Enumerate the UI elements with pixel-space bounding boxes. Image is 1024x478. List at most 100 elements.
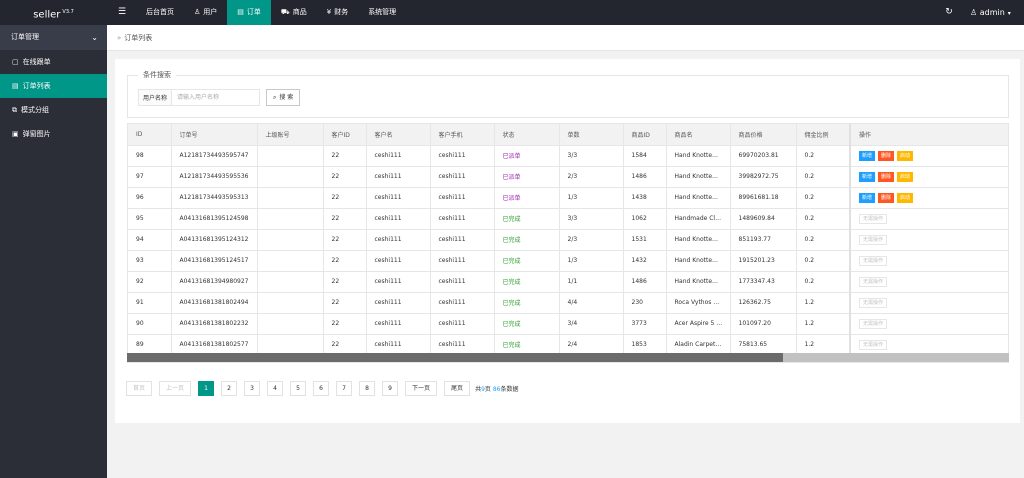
- table-cell: Handmade Cl…: [666, 208, 731, 230]
- nav-label: 用户: [203, 8, 218, 16]
- page-2-button[interactable]: 2: [221, 381, 238, 396]
- prev-page-button[interactable]: 上一页: [159, 381, 192, 396]
- nav-item-5[interactable]: 系统管理: [358, 0, 406, 25]
- add-button[interactable]: 新增: [859, 192, 876, 203]
- table-cell: 2/3: [559, 166, 624, 188]
- sidebar-item-0[interactable]: ▢ 在线跟单: [0, 50, 107, 74]
- sidebar-item-3[interactable]: ▣ 弹窗图片: [0, 122, 107, 146]
- nav-icon: ♙: [194, 8, 201, 16]
- search-fieldset: 条件搜索 用户名称 ⌕搜 索: [127, 70, 1009, 118]
- table-cell: ceshi111: [366, 229, 431, 251]
- page-9-button[interactable]: 9: [382, 381, 399, 396]
- next-page-button[interactable]: 下一页: [405, 381, 438, 396]
- activate-button[interactable]: 启动: [897, 171, 914, 182]
- table-cell: 101097.20: [730, 313, 797, 335]
- refresh-icon[interactable]: ↻: [945, 7, 953, 17]
- nav-item-1[interactable]: ♙ 用户: [184, 0, 227, 25]
- nav-icon: ▤: [237, 8, 244, 16]
- table-cell: 0.2: [796, 166, 851, 188]
- horizontal-scrollbar[interactable]: [127, 353, 1009, 362]
- table-cell: ceshi111: [366, 208, 431, 230]
- table-cell: A04131681395124517: [171, 250, 258, 272]
- table-cell: 22: [323, 292, 367, 314]
- breadcrumb-separator: »: [117, 34, 122, 42]
- page-6-button[interactable]: 6: [313, 381, 330, 396]
- table-cell: 0.2: [796, 271, 851, 293]
- table-cell: 1486: [623, 166, 667, 188]
- username-search-input[interactable]: [172, 89, 261, 106]
- sidebar-item-label: 模式分组: [21, 106, 49, 114]
- table-cell: ceshi111: [366, 250, 431, 272]
- last-page-button[interactable]: 尾页: [444, 381, 471, 396]
- table-cell: A04131681395124598: [171, 208, 258, 230]
- table-cell: 0.2: [796, 250, 851, 272]
- activate-button[interactable]: 启动: [897, 150, 914, 161]
- nav-icon: ⛟: [280, 8, 290, 16]
- action-cell: 新增 删除 启动: [849, 145, 1008, 167]
- menu-toggle-icon[interactable]: ☰: [117, 7, 127, 17]
- table-cell: 1853: [623, 334, 667, 356]
- table-cell: Aladin Carpet…: [666, 334, 731, 356]
- table-cell: 已完成: [494, 229, 560, 251]
- sidebar-group-orders[interactable]: 订单管理 ⌄: [0, 25, 107, 50]
- table-cell: 98: [128, 145, 172, 167]
- table-cell: [257, 292, 324, 314]
- table-cell: 2/3: [559, 229, 624, 251]
- table-cell: 90: [128, 313, 172, 335]
- table-cell: [257, 313, 324, 335]
- table-cell: 1062: [623, 208, 667, 230]
- sidebar-item-icon: ⧉: [12, 106, 17, 114]
- add-button[interactable]: 新增: [859, 171, 876, 182]
- nav-item-3[interactable]: ⛟ 商品: [271, 0, 317, 25]
- table-cell: 91: [128, 292, 172, 314]
- column-header: 状态: [494, 124, 560, 146]
- table-row: 97 A12181734493595536 22 ceshi111 ceshi111 已派…: [128, 166, 1008, 188]
- table-cell: 95: [128, 208, 172, 230]
- delete-button[interactable]: 删除: [878, 150, 895, 161]
- table-cell: 22: [323, 145, 367, 167]
- page-5-button[interactable]: 5: [290, 381, 307, 396]
- table-cell: ceshi111: [430, 145, 495, 167]
- delete-button[interactable]: 删除: [878, 192, 895, 203]
- table-cell: 4/4: [559, 292, 624, 314]
- add-button[interactable]: 新增: [859, 150, 876, 161]
- action-cell: 新增 删除 启动: [849, 187, 1008, 209]
- activate-button[interactable]: 启动: [897, 192, 914, 203]
- page-8-button[interactable]: 8: [359, 381, 376, 396]
- sidebar-item-1[interactable]: ▤ 订单列表: [0, 74, 107, 98]
- page-3-button[interactable]: 3: [244, 381, 261, 396]
- delete-button[interactable]: 删除: [878, 171, 895, 182]
- user-name: admin: [979, 8, 1005, 17]
- nav-item-4[interactable]: ¥ 财务: [317, 0, 358, 25]
- user-menu[interactable]: ♙ admin ▾: [970, 0, 1011, 25]
- table-cell: ceshi111: [430, 208, 495, 230]
- sidebar-item-2[interactable]: ⧉ 模式分组: [0, 98, 107, 122]
- nav-item-0[interactable]: 后台首页: [136, 0, 184, 25]
- nav-label: 后台首页: [146, 8, 174, 16]
- no-action-button: 无需操作: [859, 276, 888, 287]
- breadcrumb-current: 订单列表: [124, 34, 153, 42]
- sidebar: 订单管理 ⌄ ▢ 在线跟单 ▤ 订单列表 ⧉ 模式分组 ▣ 弹窗图片: [0, 25, 107, 478]
- page-1-button[interactable]: 1: [198, 381, 215, 396]
- table-cell: 69970203.81: [730, 145, 797, 167]
- table-cell: 已完成: [494, 334, 560, 356]
- page-7-button[interactable]: 7: [336, 381, 353, 396]
- nav-item-2[interactable]: ▤ 订单: [227, 0, 271, 25]
- table-cell: 1/1: [559, 271, 624, 293]
- first-page-button[interactable]: 首页: [126, 381, 153, 396]
- scrollbar-thumb[interactable]: [127, 353, 784, 362]
- total-suffix: 条数据: [500, 386, 519, 393]
- table-cell: ceshi111: [430, 292, 495, 314]
- table-cell: ceshi111: [366, 292, 431, 314]
- table-cell: 97: [128, 166, 172, 188]
- table-cell: [257, 145, 324, 167]
- page-4-button[interactable]: 4: [267, 381, 284, 396]
- table-cell: 22: [323, 229, 367, 251]
- table-cell: 22: [323, 313, 367, 335]
- action-cell: 新增 删除 启动: [849, 166, 1008, 188]
- column-header: 操作: [849, 124, 1008, 146]
- table-cell: [257, 208, 324, 230]
- table-cell: 22: [323, 334, 367, 356]
- table-cell: 1/3: [559, 187, 624, 209]
- search-button[interactable]: ⌕ 搜 索: [266, 89, 301, 106]
